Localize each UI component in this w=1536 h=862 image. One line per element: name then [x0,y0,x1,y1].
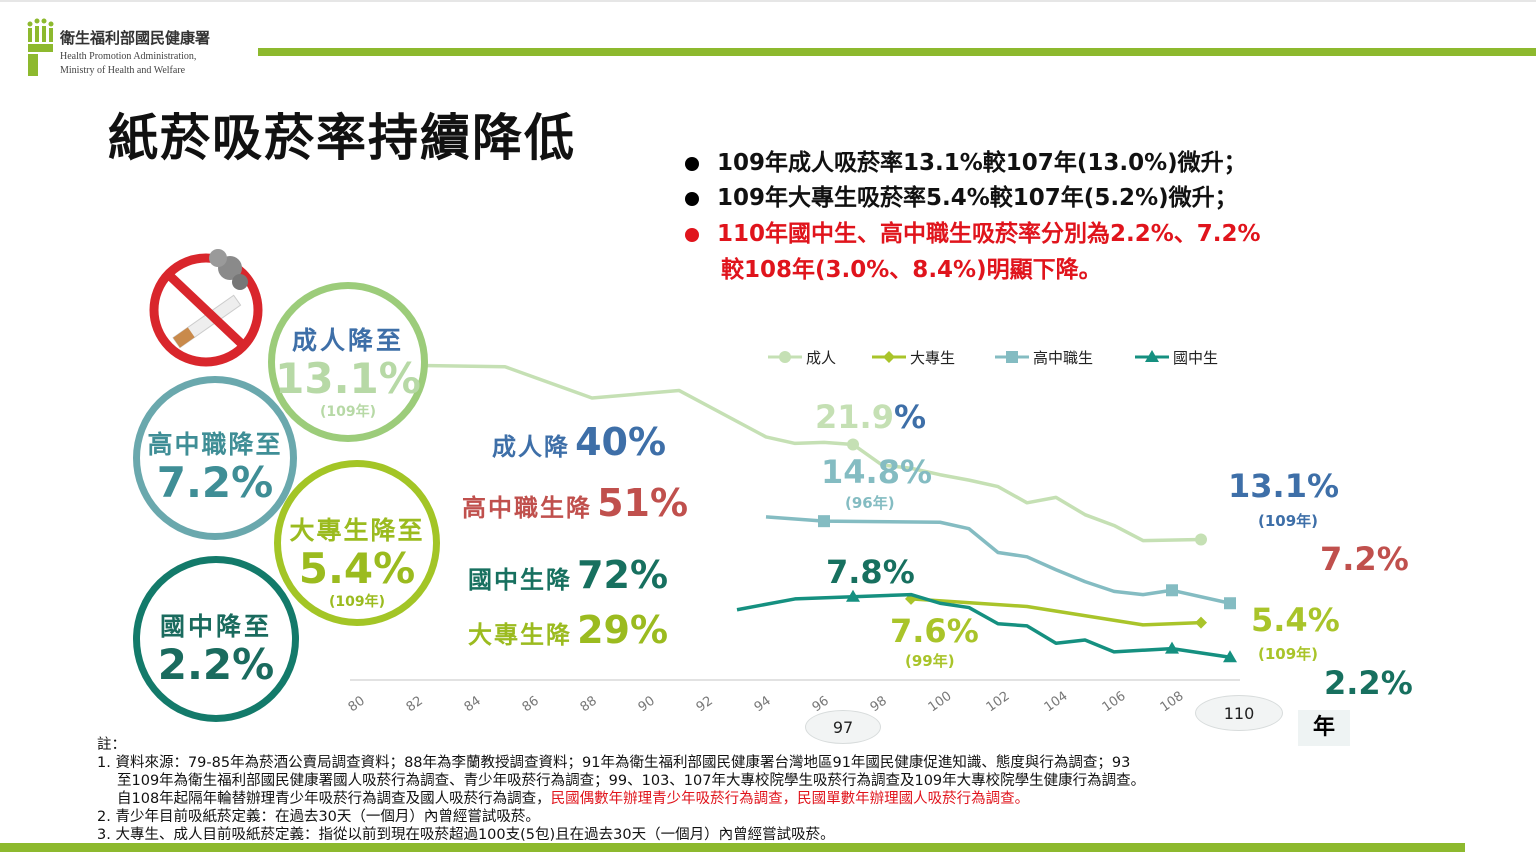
college-circle-year: (109年) [328,594,386,611]
data-point-0 [1195,533,1207,546]
x-tick-label: 98 [868,693,890,715]
college-peak-year: (99年) [905,652,955,670]
notes-heading: 註： [97,737,126,753]
senior-decline: 高中職生降 51% [462,481,689,525]
x-tick-label: 80 [346,693,368,715]
bullet-dot-icon [685,156,699,171]
no-smoking-icon [149,249,263,367]
senior-end-label: 7.2% [1320,540,1409,578]
org-name: 衛生福利部國民健康署 [60,29,211,47]
college-end-label: 5.4% [1251,601,1340,639]
junior-circle-label: 國中降至 [159,612,272,641]
x-tick-label: 94 [752,693,774,715]
adult-end-label: 13.1% [1228,467,1340,505]
junior-peak-label: 7.8% [826,553,915,591]
data-point-2 [1224,597,1236,610]
year-110-marker: 110 [1195,695,1283,731]
x-tick-label: 102 [984,689,1013,716]
data-point-3 [1223,650,1237,663]
bullet-dot-icon [685,227,699,242]
hpa-logo-icon [27,18,54,76]
x-tick-label: 88 [578,693,600,715]
adult-circle-label: 成人降至 [291,326,404,355]
data-point-3 [846,589,860,602]
data-point-0 [847,438,859,451]
note-1c: 自108年起隔年輪替辦理青少年吸菸行為調查及國人吸菸行為調查，民國偶數年辦理青少… [117,791,1030,807]
senior-circle-label: 高中職降至 [147,430,283,459]
legend-label: 大專生 [910,349,955,367]
x-tick-label: 108 [1158,689,1187,716]
header-bar [258,48,1536,56]
senior-peak-year: (96年) [845,494,895,512]
adult-peak-label: 21.9% [815,398,927,436]
junior-circle-value: 2.2% [157,640,275,689]
senior-circle-value: 7.2% [156,458,274,507]
page-title: 紙菸吸菸率持續降低 [108,109,576,167]
x-tick-label: 104 [1042,689,1071,716]
bullet-2: 109年大專生吸菸率5.4%較107年(5.2%)微升； [685,178,1238,212]
college-circle-value: 5.4% [298,544,416,593]
junior-circle: 國中降至 2.2% [133,556,299,722]
year-97-marker: 97 [805,710,881,744]
college-circle-label: 大專生降至 [289,516,425,545]
legend-label: 國中生 [1173,349,1218,367]
legend-marker-icon [883,351,895,363]
data-point-1 [1195,616,1207,629]
legend-marker-icon [1145,350,1159,362]
college-circle: 大專生降至 5.4% (109年) [274,460,440,626]
year-unit-label: 年 [1298,710,1350,746]
x-tick-label: 82 [404,693,426,715]
adult-decline: 成人降 40% [492,420,667,464]
org-name-en-2: Ministry of Health and Welfare [60,65,186,76]
junior-decline: 國中生降 72% [468,553,669,597]
x-tick-label: 90 [636,693,658,715]
adult-circle: 成人降至 13.1% (109年) [268,282,428,442]
note-1a: 1. 資料來源：79-85年為菸酒公賣局調查資料；88年為李蘭教授調查資料；91… [97,755,1131,771]
senior-circle: 高中職降至 7.2% [133,376,297,540]
bullet-1: 109年成人吸菸率13.1%較107年(13.0%)微升； [685,143,1247,177]
org-name-en-1: Health Promotion Administration, [60,51,197,62]
x-tick-label: 92 [694,693,716,715]
series-line-0 [359,362,1202,543]
note-1b: 至109年為衛生福利部國民健康署國人吸菸行為調查、青少年吸菸行為調查；99、10… [117,773,1146,789]
data-point-2 [1166,584,1178,597]
junior-end-label: 2.2% [1324,664,1413,702]
bullet-3: 110年國中生、高中職生吸菸率分別為2.2%、7.2% [685,214,1261,248]
legend-label: 成人 [806,349,836,367]
note-3: 3. 大專生、成人目前吸紙菸定義：指從以前到現在吸菸超過100支(5包)且在過去… [97,827,835,843]
adult-circle-value: 13.1% [275,354,421,403]
x-tick-label: 86 [520,693,542,715]
series-line-1 [910,597,1202,627]
college-end-year: (109年) [1258,645,1319,663]
college-peak-label: 7.6% [890,612,979,650]
x-tick-label: 100 [926,689,955,716]
legend-label: 高中職生 [1033,349,1093,367]
college-decline: 大專生降 29% [468,608,669,652]
legend-marker-icon [779,351,791,363]
legend-marker-icon [1006,351,1018,363]
footer-bar [0,843,1465,852]
top-border [0,0,1536,2]
adult-circle-year: (109年) [319,404,377,421]
data-point-2 [818,515,830,528]
series-line-2 [765,515,1231,605]
adult-end-year: (109年) [1258,512,1319,530]
data-point-3 [1165,641,1179,654]
x-tick-label: 106 [1100,689,1129,716]
x-tick-label: 84 [462,693,484,715]
senior-peak-label: 14.8% [821,453,933,491]
note-2: 2. 青少年目前吸紙菸定義：在過去30天（一個月）內曾經嘗試吸菸。 [97,809,540,825]
bullet-3-cont: 較108年(3.0%、8.4%)明顯下降。 [721,257,1102,283]
bullet-dot-icon [685,191,699,206]
